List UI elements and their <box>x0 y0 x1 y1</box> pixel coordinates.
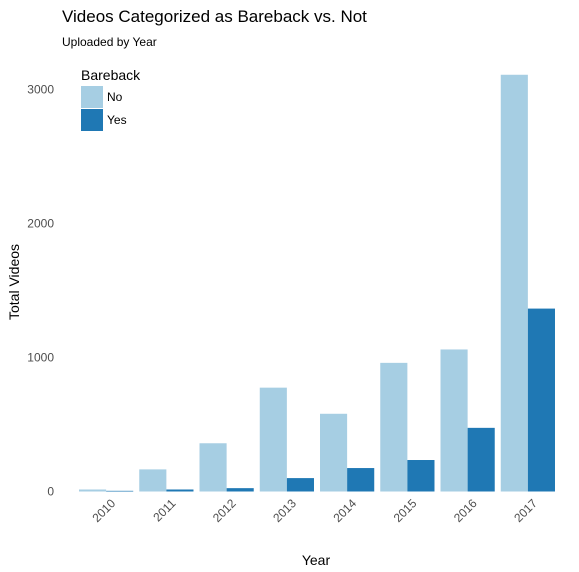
x-tick-label-2011: 2011 <box>150 496 178 524</box>
bar-2012-no <box>199 443 227 492</box>
y-tick-label-2000: 2000 <box>27 217 54 231</box>
bar-2010-yes <box>106 490 134 492</box>
bar-2013-no <box>259 387 287 492</box>
y-axis-title: Total Videos <box>6 244 22 320</box>
x-tick-label-2010: 2010 <box>89 496 118 525</box>
legend-title: Bareback <box>81 67 141 83</box>
x-tick-label-2014: 2014 <box>330 496 359 525</box>
bar-2017-yes <box>527 308 555 492</box>
chart-title: Videos Categorized as Bareback vs. Not <box>62 7 367 26</box>
bar-2012-yes <box>226 488 254 492</box>
y-tick-label-1000: 1000 <box>27 351 54 365</box>
bar-2015-yes <box>407 460 435 492</box>
x-tick-label-2015: 2015 <box>391 496 420 525</box>
bar-2014-no <box>320 413 348 492</box>
bar-2010-no <box>79 489 107 492</box>
y-tick-label-3000: 3000 <box>27 83 54 97</box>
y-axis: 0 1000 2000 3000 <box>27 83 54 499</box>
x-axis-title: Year <box>302 552 331 568</box>
bar-2014-yes <box>347 468 375 492</box>
x-axis: 2010 2011 2012 2013 2014 2015 2016 2017 <box>89 496 540 525</box>
bar-2016-no <box>440 349 468 492</box>
x-tick-label-2016: 2016 <box>451 496 480 525</box>
legend-swatch-no <box>81 86 103 108</box>
y-tick-label-0: 0 <box>47 485 54 499</box>
bar-2016-yes <box>467 427 495 492</box>
bars <box>79 74 555 492</box>
chart-subtitle: Uploaded by Year <box>62 35 157 49</box>
legend-swatch-yes <box>81 109 103 131</box>
bar-2013-yes <box>286 478 314 492</box>
bar-2017-no <box>500 74 528 492</box>
x-tick-label-2013: 2013 <box>270 496 299 525</box>
bar-2011-no <box>139 469 167 492</box>
legend-label-yes: Yes <box>107 113 127 127</box>
legend: Bareback No Yes <box>81 67 141 131</box>
bar-2011-yes <box>166 489 194 492</box>
x-tick-label-2012: 2012 <box>210 496 239 525</box>
legend-label-no: No <box>107 90 123 104</box>
bar-2015-no <box>380 362 408 492</box>
x-tick-label-2017: 2017 <box>511 496 540 525</box>
